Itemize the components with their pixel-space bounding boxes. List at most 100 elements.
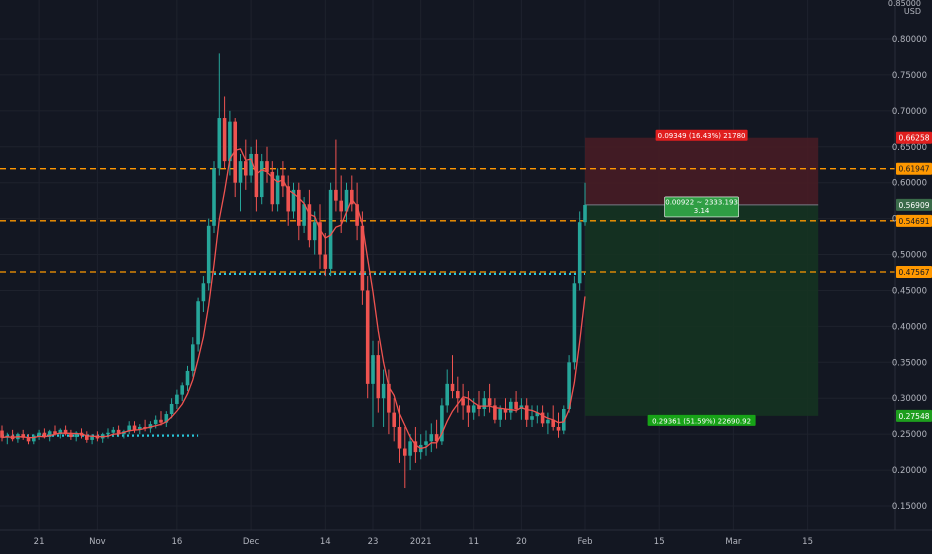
candle-body bbox=[58, 429, 63, 435]
y-tick-top-partial: 0.85000 bbox=[888, 0, 921, 8]
candle-body bbox=[514, 401, 518, 410]
dotted-lines bbox=[2, 272, 585, 437]
x-tick-label: Feb bbox=[577, 537, 592, 547]
candle-body bbox=[323, 254, 328, 269]
candle-body bbox=[143, 426, 147, 429]
candle-body bbox=[286, 186, 290, 212]
candle-body bbox=[312, 222, 317, 241]
price-tag-entry bbox=[896, 198, 932, 211]
candle-body bbox=[259, 161, 264, 198]
candle-body bbox=[180, 385, 184, 395]
y-tick-label: 0.25000 bbox=[892, 430, 927, 440]
ma-line bbox=[1, 148, 586, 450]
candle-body bbox=[222, 118, 227, 162]
y-tick-label: 0.45000 bbox=[892, 286, 927, 296]
candle-body bbox=[212, 168, 216, 226]
candle-body bbox=[434, 434, 439, 442]
x-tick-label: 14 bbox=[320, 537, 331, 547]
y-tick-label: 0.40000 bbox=[892, 322, 927, 332]
candle-body bbox=[334, 189, 338, 201]
candle-body bbox=[365, 290, 370, 384]
candle-body bbox=[392, 412, 396, 427]
candle-body bbox=[127, 425, 131, 432]
candle-body bbox=[47, 431, 52, 438]
stop-label-box bbox=[655, 129, 748, 141]
candle-body bbox=[493, 405, 497, 420]
y-tick-label: 0.65000 bbox=[892, 143, 927, 153]
price-tag-label: 0.66258 bbox=[898, 134, 929, 143]
candle-body bbox=[53, 431, 57, 435]
candle-body bbox=[32, 435, 36, 442]
candle-body bbox=[254, 153, 259, 198]
x-tick-label: 20 bbox=[516, 537, 527, 547]
candle-body bbox=[540, 412, 545, 424]
y-tick-label: 0.20000 bbox=[892, 466, 927, 476]
candle-body bbox=[424, 441, 428, 445]
moving-average bbox=[1, 148, 586, 450]
candle-body bbox=[413, 441, 418, 453]
candle-body bbox=[244, 161, 248, 176]
candle-body bbox=[328, 189, 333, 269]
x-tick-label: 21 bbox=[34, 537, 45, 547]
candle-body bbox=[74, 432, 78, 438]
price-tag-label: 0.56909 bbox=[898, 201, 929, 210]
candle-body bbox=[26, 437, 31, 442]
y-tick-label: 0.80000 bbox=[892, 35, 927, 45]
y-tick-label: 0.70000 bbox=[892, 107, 927, 117]
candle-body bbox=[408, 441, 412, 456]
candle-body bbox=[307, 204, 312, 241]
candle-body bbox=[175, 394, 179, 404]
position-zones bbox=[585, 137, 819, 416]
candle-body bbox=[159, 419, 163, 423]
candle-body bbox=[572, 283, 577, 363]
candle-body bbox=[270, 171, 275, 205]
price-tags: 0.66258 0.61947 0.56909 0.54691 0.47567 0.275… bbox=[896, 131, 932, 422]
y-tick-label: 0.35000 bbox=[892, 358, 927, 368]
candle-body bbox=[530, 416, 534, 420]
candle-body bbox=[196, 301, 200, 345]
x-tick-label: 23 bbox=[368, 537, 379, 547]
candle-body bbox=[85, 435, 89, 440]
x-tick-label: 11 bbox=[468, 537, 479, 547]
candles bbox=[0, 53, 587, 489]
candle-body bbox=[228, 121, 232, 162]
candle-body bbox=[42, 432, 47, 438]
candle-body bbox=[445, 383, 449, 406]
candle-body bbox=[191, 344, 195, 371]
candle-body bbox=[551, 419, 555, 427]
horizontal-levels bbox=[0, 168, 895, 273]
candle-body bbox=[556, 426, 561, 431]
candle-body bbox=[376, 355, 381, 399]
candle-body bbox=[206, 225, 211, 284]
candle-body bbox=[265, 161, 269, 172]
candle-body bbox=[387, 383, 391, 413]
entry-label-line2: 3.14 bbox=[694, 207, 710, 215]
candle-body bbox=[318, 222, 322, 255]
candle-body bbox=[567, 362, 571, 410]
x-tick-label: 16 bbox=[171, 537, 182, 547]
candle-body bbox=[429, 434, 434, 442]
candle-body bbox=[69, 434, 73, 438]
price-tag-level bbox=[896, 214, 932, 227]
candle-body bbox=[350, 189, 354, 205]
price-tag-label: 0.47567 bbox=[898, 268, 929, 277]
candle-body bbox=[466, 405, 471, 413]
candle-body bbox=[482, 398, 487, 410]
candle-body bbox=[148, 424, 153, 429]
candle-body bbox=[238, 161, 243, 183]
candle-body bbox=[524, 405, 529, 420]
candle-body bbox=[577, 222, 582, 284]
candle-body bbox=[546, 419, 550, 424]
candle-body bbox=[275, 175, 280, 205]
candle-body bbox=[233, 121, 237, 183]
candle-body bbox=[509, 401, 513, 413]
candle-body bbox=[403, 448, 407, 456]
candle-body bbox=[138, 426, 142, 430]
candle-body bbox=[21, 434, 25, 438]
candle-body bbox=[169, 403, 174, 415]
stop-loss-zone bbox=[585, 137, 819, 205]
candle-body bbox=[498, 409, 502, 420]
candle-body bbox=[217, 118, 222, 169]
